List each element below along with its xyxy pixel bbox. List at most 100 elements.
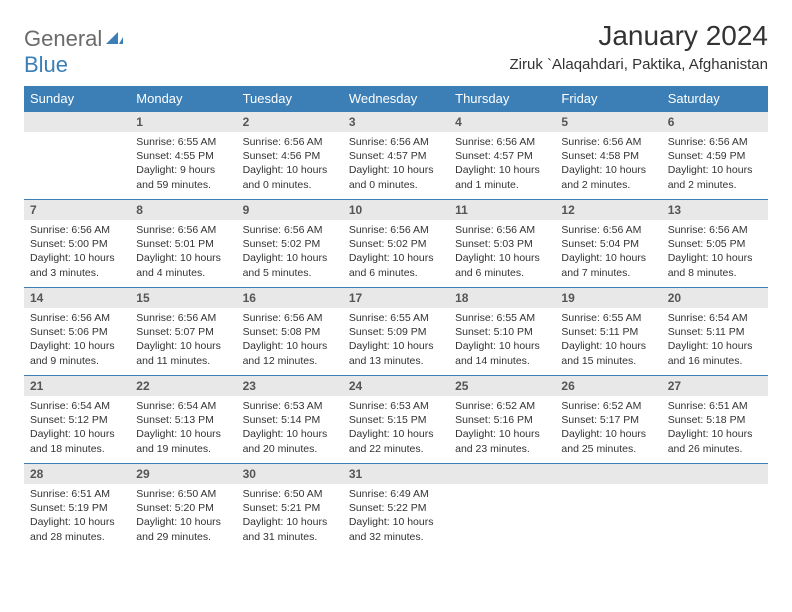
calendar-cell: 15Sunrise: 6:56 AMSunset: 5:07 PMDayligh… xyxy=(130,287,236,375)
day-content xyxy=(662,484,768,493)
calendar-cell: 24Sunrise: 6:53 AMSunset: 5:15 PMDayligh… xyxy=(343,375,449,463)
calendar-cell xyxy=(449,463,555,551)
day-line: Daylight: 10 hours xyxy=(668,163,762,177)
day-line: and 2 minutes. xyxy=(561,178,655,192)
day-line: Sunset: 5:12 PM xyxy=(30,413,124,427)
day-number xyxy=(555,463,661,484)
day-line: and 25 minutes. xyxy=(561,442,655,456)
day-line: Sunset: 5:22 PM xyxy=(349,501,443,515)
day-content: Sunrise: 6:50 AMSunset: 5:20 PMDaylight:… xyxy=(130,484,236,550)
calendar-week-row: 21Sunrise: 6:54 AMSunset: 5:12 PMDayligh… xyxy=(24,375,768,463)
day-content: Sunrise: 6:55 AMSunset: 5:11 PMDaylight:… xyxy=(555,308,661,374)
day-line: Daylight: 10 hours xyxy=(668,427,762,441)
calendar-cell xyxy=(662,463,768,551)
day-line: Sunrise: 6:55 AM xyxy=(136,135,230,149)
calendar-cell xyxy=(24,111,130,199)
day-line: and 0 minutes. xyxy=(349,178,443,192)
day-line: Daylight: 10 hours xyxy=(349,339,443,353)
calendar-cell: 29Sunrise: 6:50 AMSunset: 5:20 PMDayligh… xyxy=(130,463,236,551)
calendar-cell: 8Sunrise: 6:56 AMSunset: 5:01 PMDaylight… xyxy=(130,199,236,287)
calendar-cell: 10Sunrise: 6:56 AMSunset: 5:02 PMDayligh… xyxy=(343,199,449,287)
day-number: 29 xyxy=(130,463,236,484)
day-line: and 5 minutes. xyxy=(243,266,337,280)
day-line: Sunrise: 6:50 AM xyxy=(136,487,230,501)
day-line: Daylight: 9 hours xyxy=(136,163,230,177)
logo-word2: Blue xyxy=(24,52,68,77)
day-line: Sunrise: 6:55 AM xyxy=(561,311,655,325)
day-line: Sunset: 5:19 PM xyxy=(30,501,124,515)
day-content: Sunrise: 6:49 AMSunset: 5:22 PMDaylight:… xyxy=(343,484,449,550)
day-line: Daylight: 10 hours xyxy=(136,427,230,441)
day-content: Sunrise: 6:54 AMSunset: 5:13 PMDaylight:… xyxy=(130,396,236,462)
calendar-week-row: 28Sunrise: 6:51 AMSunset: 5:19 PMDayligh… xyxy=(24,463,768,551)
day-content: Sunrise: 6:51 AMSunset: 5:19 PMDaylight:… xyxy=(24,484,130,550)
day-line: Daylight: 10 hours xyxy=(561,163,655,177)
day-number: 9 xyxy=(237,199,343,220)
day-number: 3 xyxy=(343,111,449,132)
calendar-cell: 20Sunrise: 6:54 AMSunset: 5:11 PMDayligh… xyxy=(662,287,768,375)
day-line: Sunset: 4:58 PM xyxy=(561,149,655,163)
day-number: 26 xyxy=(555,375,661,396)
day-line: Sunrise: 6:56 AM xyxy=(455,223,549,237)
day-line: Sunrise: 6:56 AM xyxy=(243,135,337,149)
day-number: 19 xyxy=(555,287,661,308)
day-line: and 6 minutes. xyxy=(349,266,443,280)
day-number: 4 xyxy=(449,111,555,132)
day-content: Sunrise: 6:56 AMSunset: 4:57 PMDaylight:… xyxy=(449,132,555,198)
calendar-table: SundayMondayTuesdayWednesdayThursdayFrid… xyxy=(24,86,768,551)
page-subtitle: Ziruk `Alaqahdari, Paktika, Afghanistan xyxy=(510,56,768,73)
day-number: 22 xyxy=(130,375,236,396)
day-content: Sunrise: 6:54 AMSunset: 5:11 PMDaylight:… xyxy=(662,308,768,374)
day-line: and 1 minute. xyxy=(455,178,549,192)
day-line: Sunrise: 6:49 AM xyxy=(349,487,443,501)
day-content xyxy=(555,484,661,493)
day-line: Sunset: 5:01 PM xyxy=(136,237,230,251)
day-number: 7 xyxy=(24,199,130,220)
day-line: Sunset: 5:02 PM xyxy=(243,237,337,251)
calendar-cell: 17Sunrise: 6:55 AMSunset: 5:09 PMDayligh… xyxy=(343,287,449,375)
calendar-cell: 28Sunrise: 6:51 AMSunset: 5:19 PMDayligh… xyxy=(24,463,130,551)
calendar-cell: 31Sunrise: 6:49 AMSunset: 5:22 PMDayligh… xyxy=(343,463,449,551)
day-content: Sunrise: 6:55 AMSunset: 5:09 PMDaylight:… xyxy=(343,308,449,374)
day-number: 13 xyxy=(662,199,768,220)
day-content: Sunrise: 6:56 AMSunset: 5:00 PMDaylight:… xyxy=(24,220,130,286)
day-number: 5 xyxy=(555,111,661,132)
day-line: Sunrise: 6:56 AM xyxy=(349,223,443,237)
day-line: Sunset: 5:10 PM xyxy=(455,325,549,339)
day-line: Sunrise: 6:56 AM xyxy=(243,223,337,237)
day-line: Daylight: 10 hours xyxy=(349,163,443,177)
day-line: Daylight: 10 hours xyxy=(243,339,337,353)
calendar-cell: 23Sunrise: 6:53 AMSunset: 5:14 PMDayligh… xyxy=(237,375,343,463)
day-line: Sunset: 4:59 PM xyxy=(668,149,762,163)
day-content: Sunrise: 6:56 AMSunset: 4:57 PMDaylight:… xyxy=(343,132,449,198)
weekday-header-row: SundayMondayTuesdayWednesdayThursdayFrid… xyxy=(24,86,768,111)
day-line: Sunset: 5:11 PM xyxy=(561,325,655,339)
day-number: 1 xyxy=(130,111,236,132)
day-content: Sunrise: 6:56 AMSunset: 5:05 PMDaylight:… xyxy=(662,220,768,286)
logo: General Blue xyxy=(24,20,124,78)
page-title: January 2024 xyxy=(510,20,768,52)
calendar-cell: 26Sunrise: 6:52 AMSunset: 5:17 PMDayligh… xyxy=(555,375,661,463)
day-line: and 9 minutes. xyxy=(30,354,124,368)
day-number: 2 xyxy=(237,111,343,132)
weekday-header: Tuesday xyxy=(237,86,343,111)
day-line: Sunrise: 6:54 AM xyxy=(668,311,762,325)
day-content: Sunrise: 6:51 AMSunset: 5:18 PMDaylight:… xyxy=(662,396,768,462)
day-content: Sunrise: 6:56 AMSunset: 4:58 PMDaylight:… xyxy=(555,132,661,198)
day-line: Sunset: 5:20 PM xyxy=(136,501,230,515)
day-line: Sunrise: 6:56 AM xyxy=(455,135,549,149)
day-line: Sunset: 5:16 PM xyxy=(455,413,549,427)
day-line: and 32 minutes. xyxy=(349,530,443,544)
calendar-cell: 30Sunrise: 6:50 AMSunset: 5:21 PMDayligh… xyxy=(237,463,343,551)
calendar-cell: 7Sunrise: 6:56 AMSunset: 5:00 PMDaylight… xyxy=(24,199,130,287)
calendar-cell: 21Sunrise: 6:54 AMSunset: 5:12 PMDayligh… xyxy=(24,375,130,463)
calendar-cell: 12Sunrise: 6:56 AMSunset: 5:04 PMDayligh… xyxy=(555,199,661,287)
day-line: and 2 minutes. xyxy=(668,178,762,192)
day-line: and 12 minutes. xyxy=(243,354,337,368)
day-content: Sunrise: 6:56 AMSunset: 5:08 PMDaylight:… xyxy=(237,308,343,374)
day-line: Sunrise: 6:51 AM xyxy=(30,487,124,501)
calendar-cell: 2Sunrise: 6:56 AMSunset: 4:56 PMDaylight… xyxy=(237,111,343,199)
day-line: Sunrise: 6:53 AM xyxy=(243,399,337,413)
day-line: Daylight: 10 hours xyxy=(455,427,549,441)
day-number: 30 xyxy=(237,463,343,484)
